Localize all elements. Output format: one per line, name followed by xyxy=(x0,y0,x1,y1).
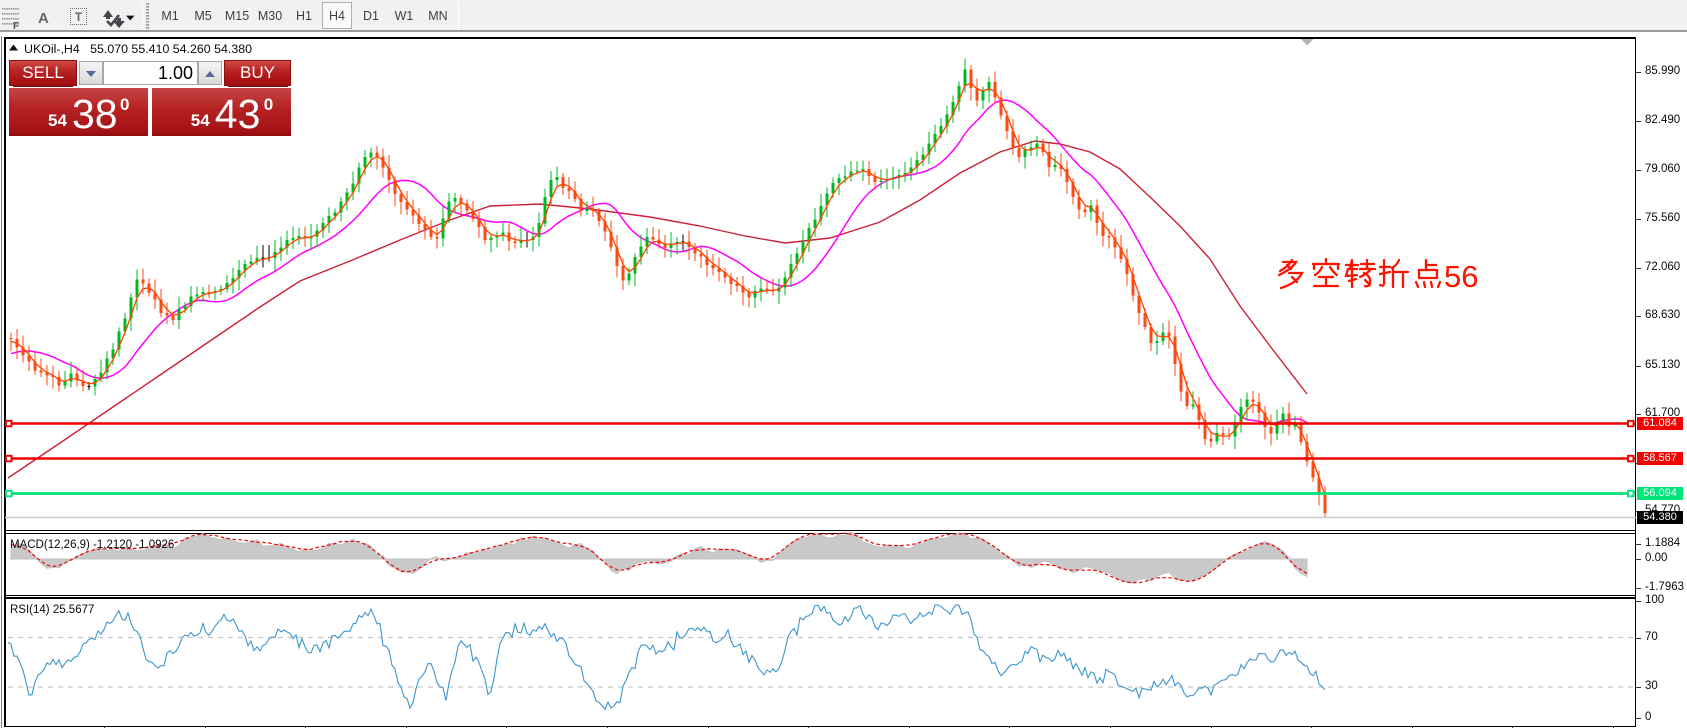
svg-text:56: 56 xyxy=(1444,259,1478,294)
svg-text:F: F xyxy=(13,21,19,30)
